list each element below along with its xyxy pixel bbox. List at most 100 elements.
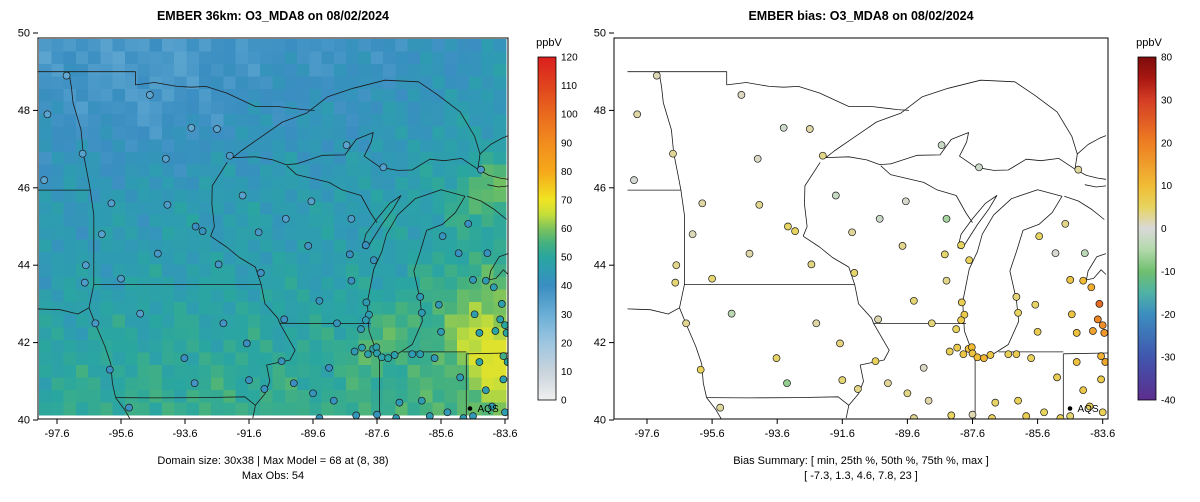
aqs-station-dot [986, 351, 995, 359]
left-title: EMBER 36km: O3_MDA8 on 08/02/2024 [157, 9, 389, 23]
aqs-station-dot [488, 402, 497, 411]
aqs-station-dot [416, 350, 425, 359]
aqs-station-dot [937, 141, 946, 150]
aqs-station-dot [772, 354, 781, 362]
y-tick-label: 42 [18, 337, 30, 349]
aqs-station-dot [78, 149, 87, 158]
aqs-station-dot [373, 410, 381, 419]
aqs-station-dot [1056, 414, 1065, 419]
aqs-station-dot [470, 310, 479, 319]
aqs-station-dot [464, 219, 473, 228]
aqs-station-dot [97, 230, 106, 239]
colorbar-tick-label: 20 [561, 338, 573, 349]
aqs-station-dot [497, 300, 506, 308]
aqs-station-dot [1072, 358, 1081, 366]
aqs-station-dot [280, 315, 289, 324]
aqs-station-dot [213, 125, 221, 133]
aqs-station-dot [919, 363, 928, 372]
aqs-station-dot [281, 214, 290, 223]
colorbar-tick-label: 80 [1161, 53, 1173, 64]
colorbar-tick-label: 20 [1161, 138, 1173, 149]
aqs-station-dot [1098, 321, 1107, 330]
colorbar-tick-label: 50 [561, 253, 573, 264]
aqs-station-dot [1061, 219, 1070, 228]
y-tick-label: 48 [594, 105, 606, 117]
aqs-station-dot [903, 389, 912, 398]
aqs-station-dot [991, 398, 1000, 407]
x-tick-label: -85.6 [1025, 428, 1050, 440]
aqs-station-dot [1014, 396, 1022, 405]
aqs-station-dot [80, 278, 89, 287]
aqs-station-dot [1085, 402, 1094, 411]
aqs-station-dots [40, 71, 508, 419]
aqs-station-dot [198, 227, 207, 235]
aqs-station-dot [475, 358, 484, 366]
colorbar-tick-label: 10 [1161, 181, 1173, 192]
aqs-station-dot [62, 71, 71, 80]
right-map [627, 71, 1108, 419]
x-tick-label: -91.6 [830, 428, 855, 440]
x-tick-label: -87.6 [960, 428, 985, 440]
colorbar-tick-label: 100 [561, 110, 578, 121]
aqs-station-dot [503, 358, 508, 366]
aqs-station-dot [289, 379, 298, 388]
aqs-station-dot [737, 91, 746, 99]
aqs-station-dot [483, 249, 492, 258]
aqs-station-dot [952, 325, 961, 333]
aqs-station-dot [960, 310, 969, 319]
aqs-station-dot [377, 353, 386, 362]
aqs-station-dot [630, 176, 638, 184]
aqs-station-dot [1097, 352, 1105, 360]
aqs-station-dot [1097, 375, 1105, 384]
aqs-station-dot [190, 379, 199, 388]
aqs-station-dot [443, 408, 452, 417]
aqs-station-dot [1100, 329, 1108, 337]
aqs-station-dot [425, 412, 434, 419]
aqs-station-dot [136, 309, 145, 318]
aqs-station-dot [191, 222, 200, 231]
aqs-station-dot [260, 385, 269, 393]
aqs-station-dot [942, 214, 951, 223]
aqs-station-dot [214, 260, 223, 269]
aqs-station-dot [836, 339, 844, 348]
aqs-legend-label: AQS [1078, 404, 1099, 415]
aqs-station-dot [1101, 358, 1108, 366]
aqs-legend-dot [1067, 406, 1073, 411]
aqs-station-dot [502, 329, 508, 337]
aqs-station-dot [277, 357, 286, 366]
aqs-station-dot [708, 274, 716, 283]
aqs-station-dot [980, 354, 988, 362]
aqs-station-dot [968, 410, 977, 419]
aqs-station-dot [81, 261, 90, 270]
aqs-station-dot [362, 298, 371, 307]
aqs-station-dot [848, 228, 856, 237]
aqs-station-dot [1051, 249, 1060, 258]
aqs-station-dot [1074, 165, 1083, 174]
aqs-station-dot [633, 110, 642, 119]
aqs-station-dot [145, 91, 154, 99]
aqs-station-dot [384, 354, 393, 362]
right-colorbar: ppbV [1136, 37, 1163, 401]
aqs-station-dot [361, 241, 370, 249]
x-tick-label: -95.6 [108, 428, 133, 440]
aqs-station-dot [945, 347, 954, 356]
colorbar-tick-label: 40 [561, 281, 573, 292]
aqs-station-dot [307, 197, 316, 206]
y-tick-label: 50 [594, 28, 606, 40]
aqs-station-dot [672, 261, 681, 270]
aqs-station-dot [753, 154, 762, 163]
x-tick-label: -93.6 [765, 428, 790, 440]
aqs-station-dot [459, 414, 468, 419]
y-tick-label: 48 [18, 105, 30, 117]
colorbar-tick-label: -30 [1161, 353, 1176, 364]
aqs-station-dot [477, 165, 485, 174]
aqs-legend-dot [467, 406, 473, 411]
aqs-station-dot [163, 200, 172, 209]
right-caption-2: [ -7.3, 1.3, 4.6, 7.8, 23 ] [804, 470, 918, 482]
aqs-station-dot [392, 414, 401, 419]
aqs-station-dot [884, 379, 892, 388]
left-axes: -97.6 -95.6 -93.6 -91.6 -89.6 -87.6 -85.6 -83.6… [18, 28, 578, 441]
aqs-station-dot [469, 276, 477, 284]
right-caption-1: Bias Summary: [ min, 25th %, 50th %, 75t… [733, 455, 989, 467]
